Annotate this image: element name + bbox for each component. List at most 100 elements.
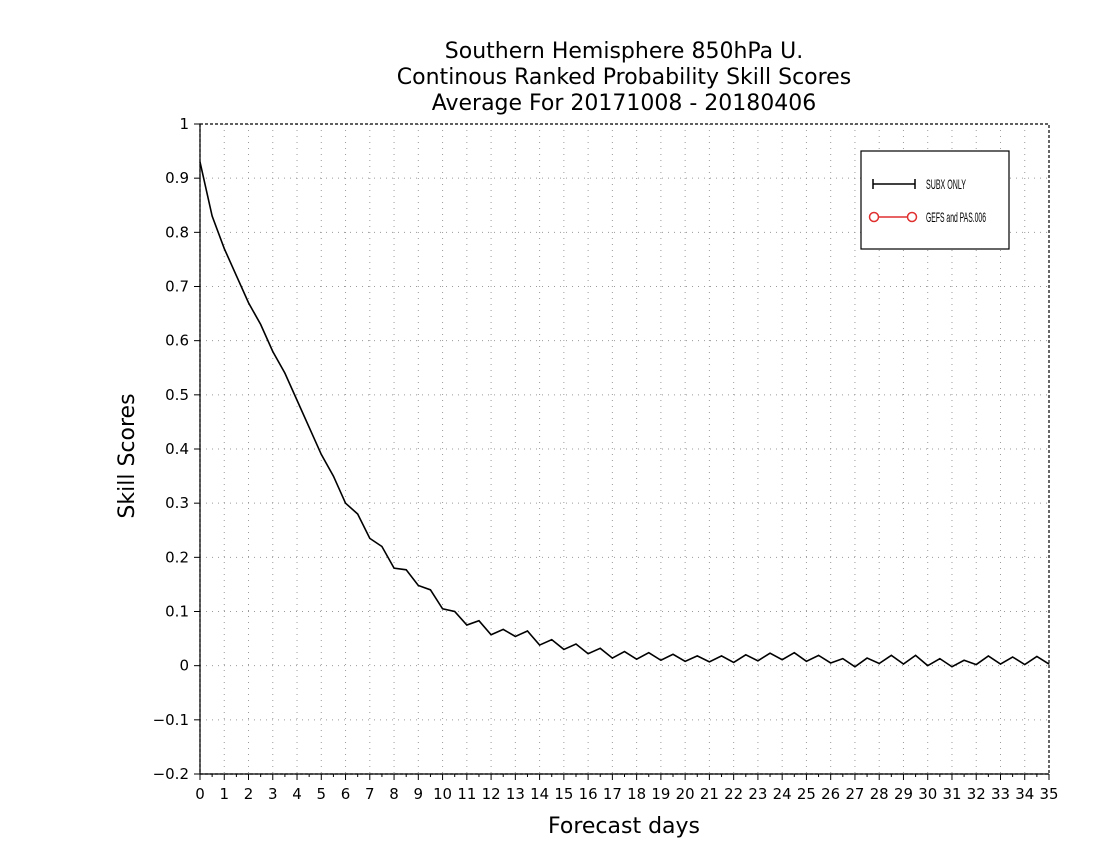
data-point <box>1048 663 1050 665</box>
y-tick-label: 0.1 <box>165 603 189 621</box>
data-point <box>199 161 201 163</box>
data-point <box>951 666 953 668</box>
data-point <box>1036 655 1038 658</box>
data-point <box>623 650 626 653</box>
x-tick-label: 30 <box>918 785 937 803</box>
data-point <box>927 665 929 667</box>
x-tick-label: 16 <box>579 785 598 803</box>
data-point <box>781 659 783 661</box>
data-point <box>514 635 516 638</box>
x-tick-label: 24 <box>773 785 792 803</box>
y-tick-label: −0.1 <box>153 711 189 729</box>
legend-entry: GEFS and PAS.006 <box>868 209 986 225</box>
data-point <box>454 610 456 613</box>
data-point <box>441 608 444 610</box>
x-tick-label: 5 <box>317 785 327 803</box>
y-tick-label: 0.9 <box>165 169 189 187</box>
x-tick-label: 15 <box>554 785 573 803</box>
x-tick-label: 22 <box>724 785 743 803</box>
data-point <box>902 663 905 665</box>
y-tick-label: 0.7 <box>165 278 189 296</box>
data-point <box>284 372 286 374</box>
x-tick-label: 27 <box>845 785 864 803</box>
data-point <box>720 655 723 657</box>
y-tick-label: 0.3 <box>165 494 189 512</box>
data-point <box>344 502 347 504</box>
x-tick-label: 35 <box>1040 785 1059 803</box>
x-tick-label: 12 <box>482 785 501 803</box>
x-tick-label: 29 <box>894 785 913 803</box>
data-point <box>769 652 771 654</box>
data-point <box>320 453 322 456</box>
x-tick-label: 8 <box>389 785 399 803</box>
data-point <box>745 654 747 656</box>
x-tick-label: 13 <box>506 785 525 803</box>
data-point <box>914 654 917 656</box>
y-tick-label: 0 <box>179 657 189 675</box>
y-tick-label: 0.8 <box>165 223 189 241</box>
x-tick-label: 0 <box>195 785 205 803</box>
y-tick-label: −0.2 <box>153 765 189 783</box>
data-point <box>611 657 613 659</box>
x-tick-label: 20 <box>676 785 695 803</box>
x-tick-label: 19 <box>651 785 670 803</box>
x-tick-label: 9 <box>414 785 424 803</box>
data-point <box>332 475 335 477</box>
data-point <box>975 663 977 666</box>
x-tick-label: 32 <box>967 785 986 803</box>
x-tick-label: 25 <box>797 785 816 803</box>
chart-title: Southern Hemisphere 850hPa U.Continous R… <box>397 39 851 116</box>
x-tick-label: 33 <box>991 785 1010 803</box>
data-point <box>854 666 856 668</box>
data-point <box>1024 663 1026 666</box>
y-tick-label: 0.5 <box>165 386 189 404</box>
data-point <box>211 215 213 217</box>
data-point <box>369 537 371 539</box>
data-point <box>272 350 274 353</box>
x-axis-label: Forecast days <box>548 814 700 839</box>
legend-label: SUBX ONLY <box>926 176 966 192</box>
data-point <box>708 661 711 663</box>
y-tick-labels: −0.2 −0.1 0 0.1 0.2 0.3 0.4 0.5 0.6 0.7 0.8 0.9 1 <box>153 115 189 783</box>
data-point <box>539 644 541 646</box>
data-point <box>429 589 432 591</box>
x-tick-label: 34 <box>1015 785 1034 803</box>
data-point <box>830 662 832 664</box>
data-point <box>526 630 529 632</box>
data-point <box>842 658 844 660</box>
y-tick-label: 0.4 <box>165 440 189 458</box>
data-point <box>587 653 589 655</box>
title-line: Continous Ranked Probability Skill Score… <box>397 65 851 90</box>
legend-box <box>860 150 1010 250</box>
data-point <box>357 513 359 515</box>
data-point <box>296 399 298 401</box>
data-point <box>478 620 480 622</box>
y-tick-label: 1 <box>179 115 189 133</box>
data-point <box>502 628 504 630</box>
x-tick-label: 6 <box>341 785 351 803</box>
x-tick-label: 4 <box>292 785 302 803</box>
data-point <box>684 660 686 662</box>
x-tick-labels: 0 1 2 3 4 5 6 7 8 9 10 11 12 13 14 15 16 17 18 19 20 21 22 23 24… <box>195 785 1058 803</box>
data-point <box>563 648 565 651</box>
data-point <box>648 652 650 654</box>
data-point <box>490 634 492 636</box>
x-tick-label: 31 <box>942 785 961 803</box>
data-point <box>999 663 1002 665</box>
data-point <box>817 654 820 656</box>
x-tick-label: 7 <box>365 785 375 803</box>
data-point <box>381 545 383 548</box>
data-point <box>878 662 880 665</box>
data-point <box>599 647 601 649</box>
grid <box>200 124 1049 774</box>
y-tick-label: 0.2 <box>165 548 189 566</box>
title-line: Southern Hemisphere 850hPa U. <box>445 39 803 64</box>
data-point <box>393 567 395 569</box>
y-tick-label: 0.6 <box>165 332 189 350</box>
x-tick-label: 21 <box>700 785 719 803</box>
x-tick-label: 2 <box>244 785 254 803</box>
data-point <box>405 569 407 571</box>
data-point <box>939 658 941 660</box>
title-line: Average For 20171008 - 20180406 <box>432 91 817 116</box>
